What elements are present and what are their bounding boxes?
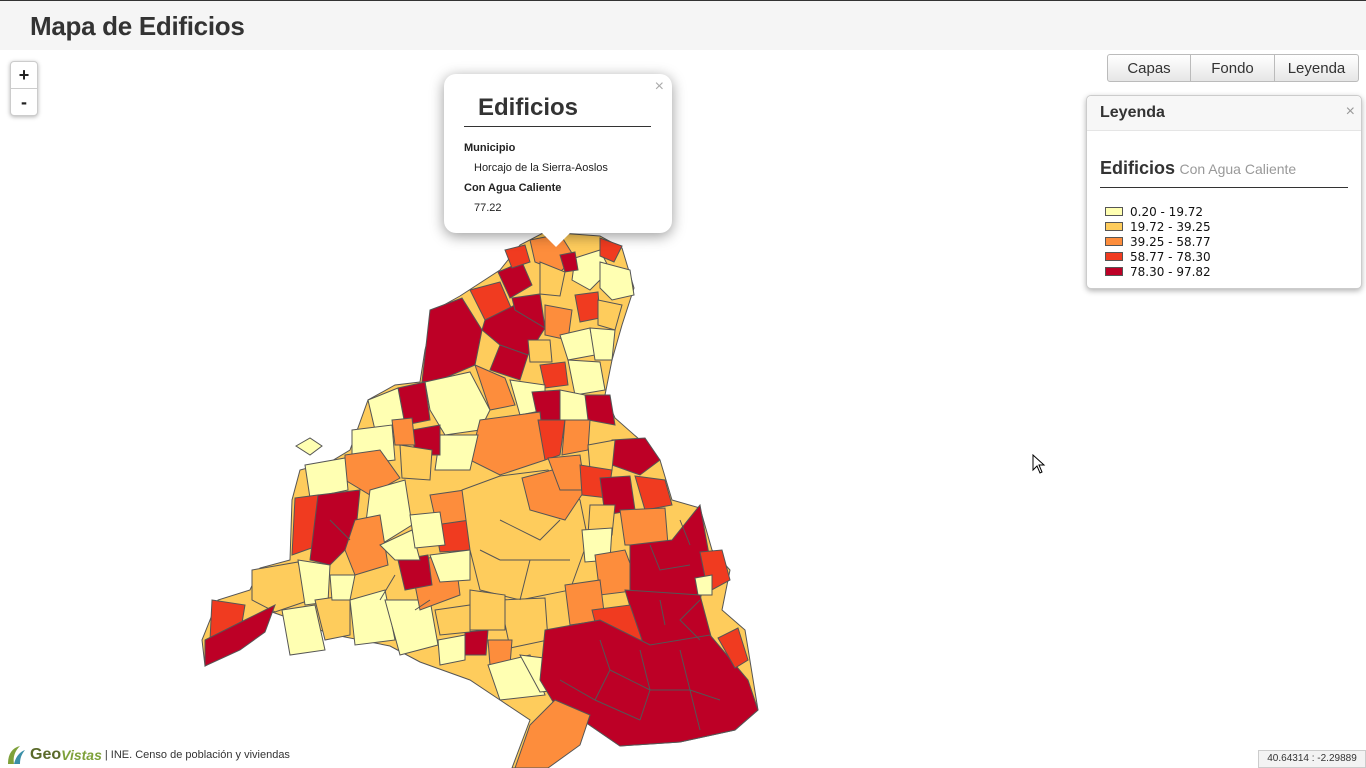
- zone-cn-i: [537, 419, 566, 461]
- zone-c-o: [437, 634, 466, 666]
- legend-subtitle: Edificios Con Agua Caliente: [1100, 158, 1348, 188]
- zone-se-lines: [559, 519, 721, 731]
- zone-north-n: [574, 291, 601, 323]
- zone-c-p: [434, 604, 471, 636]
- legend-swatch: [1105, 207, 1123, 216]
- zone-north-v: [474, 364, 516, 411]
- zone-cn-j: [561, 419, 591, 456]
- zone-se-c: [694, 574, 713, 596]
- zone-c-f: [634, 475, 673, 511]
- footer: Geo Vistas | INE. Censo de población y vi…: [4, 744, 290, 766]
- zone-north-e: [599, 261, 635, 301]
- zone-north-q: [589, 327, 616, 361]
- legend-swatch: [1105, 267, 1123, 276]
- coordinates-readout: 40.64314 : -2.29889: [1258, 750, 1366, 768]
- zone-w-g: [251, 561, 311, 613]
- zoom-out-button[interactable]: -: [11, 88, 37, 115]
- zone-north-f: [559, 251, 579, 273]
- zone-se-h: [514, 699, 591, 768]
- layers-button[interactable]: Capas: [1107, 54, 1191, 82]
- zone-w-b: [304, 457, 349, 499]
- zone-cn-q: [399, 444, 433, 481]
- zone-w-q: [379, 529, 421, 561]
- popup-field-label: Municipio: [464, 142, 516, 154]
- legend-title: Leyenda: [1100, 104, 1165, 121]
- zone-w-u: [429, 549, 471, 583]
- map-canvas[interactable]: [0, 50, 1366, 768]
- legend-class: 39.25 - 58.77: [1105, 234, 1211, 249]
- legend-class: 0.20 - 19.72: [1105, 204, 1211, 219]
- popup-close-icon[interactable]: ×: [654, 78, 664, 95]
- legend-swatch: [1105, 222, 1123, 231]
- zone-north-u: [567, 359, 606, 396]
- legend-swatch: [1105, 237, 1123, 246]
- legend-class-label: 0.20 - 19.72: [1130, 204, 1204, 219]
- zoom-in-button[interactable]: +: [18, 65, 30, 85]
- legend-class: 58.77 - 78.30: [1105, 249, 1211, 264]
- zone-c-m: [469, 589, 506, 631]
- top-bar: Mapa de Edificios: [0, 0, 1366, 50]
- cursor-icon: [1032, 454, 1046, 474]
- legend-close-icon[interactable]: ×: [1345, 103, 1355, 120]
- zone-c-n: [464, 629, 489, 656]
- legend-classes: 0.20 - 19.72 19.72 - 39.25 39.25 - 58.77…: [1105, 204, 1211, 279]
- zone-north-r: [527, 339, 553, 363]
- zone-north-s: [489, 344, 529, 381]
- exclave-region: [295, 437, 323, 456]
- legend-layer-name: Edificios: [1100, 158, 1176, 178]
- zone-cn-o: [391, 417, 416, 446]
- zone-north-c: [504, 244, 531, 269]
- zone-cn-l: [587, 439, 616, 471]
- legend-class-label: 39.25 - 58.77: [1130, 234, 1211, 249]
- zone-misc-lines: [329, 469, 570, 611]
- logo-text-vistas: Vistas: [61, 747, 102, 763]
- background-button[interactable]: Fondo: [1191, 54, 1275, 82]
- zone-north-h: [539, 261, 566, 297]
- zone-se-g: [717, 627, 749, 669]
- popup-field-value: 77.22: [474, 202, 502, 214]
- legend-button[interactable]: Leyenda: [1275, 54, 1359, 82]
- zone-w-l: [349, 589, 396, 646]
- feature-popup: × Edificios Municipio Horcajo de la Sier…: [444, 74, 672, 247]
- popup-title: Edificios: [464, 94, 651, 127]
- page-title: Mapa de Edificios: [30, 11, 245, 41]
- legend-field-name: Con Agua Caliente: [1179, 161, 1297, 177]
- choropleth-map[interactable]: [0, 50, 1366, 768]
- zone-north-g: [599, 237, 623, 263]
- zone-w-f: [344, 514, 389, 576]
- geovistas-logo-icon: [8, 746, 25, 764]
- legend-panel: Leyenda × Edificios Con Agua Caliente 0.…: [1086, 95, 1362, 289]
- attribution: | INE. Censo de población y viviendas: [104, 749, 290, 761]
- zone-w-v: [329, 574, 356, 601]
- popup-field-label: Con Agua Caliente: [464, 182, 562, 194]
- legend-class-label: 58.77 - 78.30: [1130, 249, 1211, 264]
- legend-swatch: [1105, 252, 1123, 261]
- legend-class: 78.30 - 97.82: [1105, 264, 1211, 279]
- zone-w-j: [204, 603, 276, 667]
- logo-text-geo: Geo: [30, 746, 62, 763]
- layer-toolbar: Capas Fondo Leyenda: [1107, 54, 1359, 82]
- legend-class: 19.72 - 39.25: [1105, 219, 1211, 234]
- zone-cn-m: [434, 434, 479, 471]
- popup-tip: [542, 233, 570, 247]
- legend-class-label: 78.30 - 97.82: [1130, 264, 1211, 279]
- zone-north-t: [539, 361, 569, 389]
- legend-class-label: 19.72 - 39.25: [1130, 219, 1211, 234]
- zone-w-k: [281, 604, 326, 656]
- zone-w-t: [409, 511, 446, 549]
- popup-field-value: Horcajo de la Sierra-Aoslos: [474, 162, 608, 174]
- zone-c-g: [619, 507, 669, 546]
- zoom-control: + -: [10, 61, 38, 116]
- legend-header: Leyenda ×: [1087, 96, 1361, 131]
